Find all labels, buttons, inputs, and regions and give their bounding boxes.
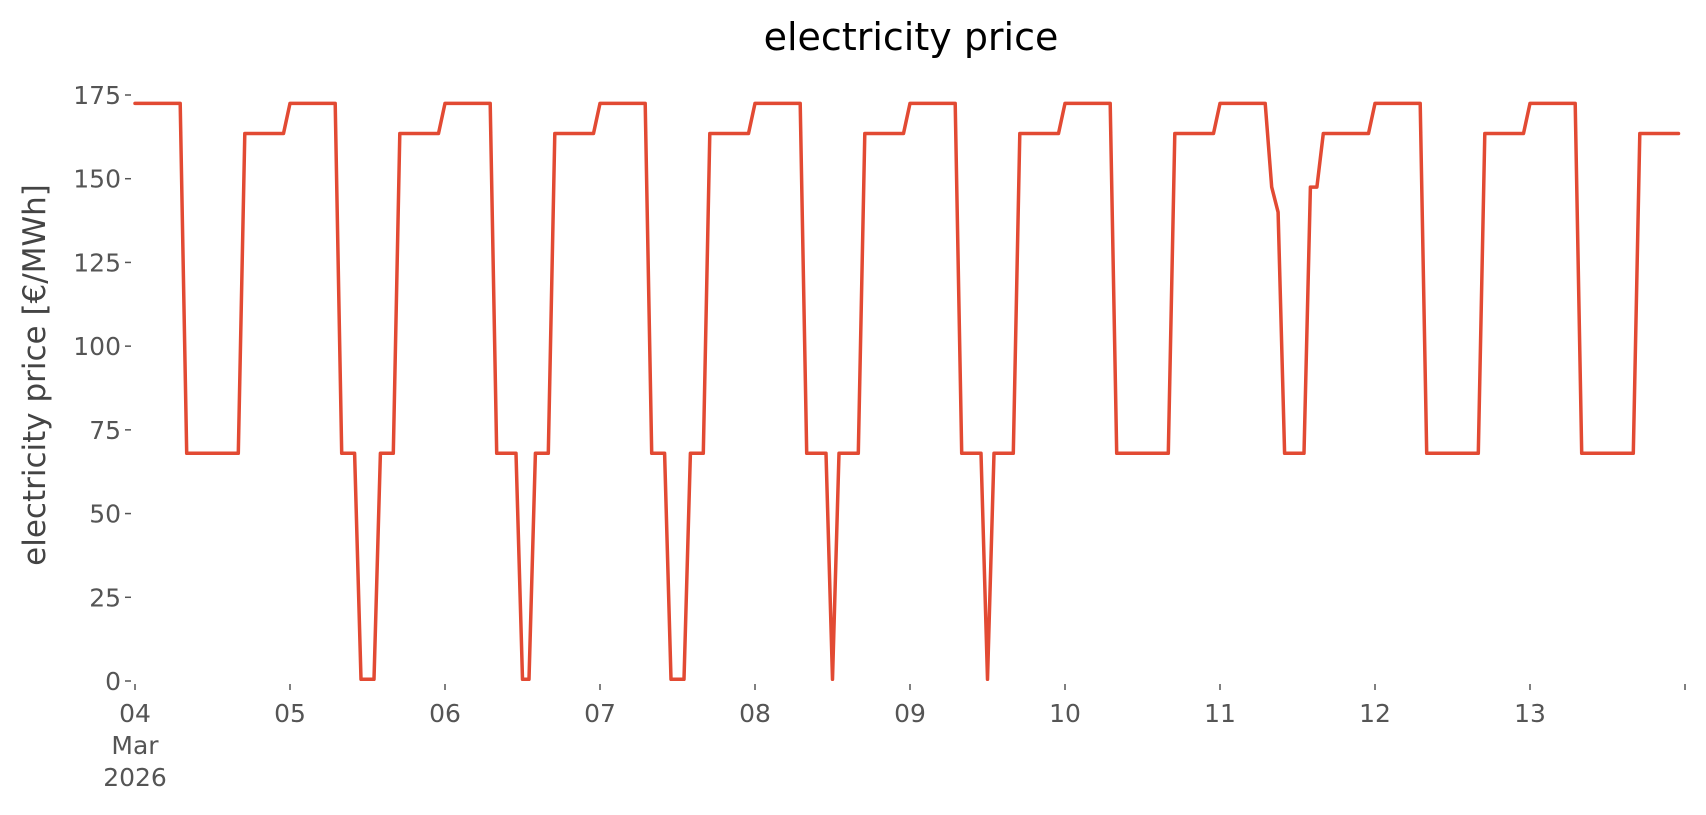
x-axis: 04 Mar 2026 05 06 07 08 09 10 11 12 13	[103, 684, 1686, 792]
x-tick-label: 13	[1514, 699, 1546, 728]
x-tick-label: 04	[119, 699, 151, 728]
x-tick-label: 06	[429, 699, 461, 728]
y-tick-label: 150	[73, 165, 121, 194]
y-axis: 0 25 50 75 100 125 150 175	[73, 81, 131, 696]
x-tick-label: 10	[1049, 699, 1081, 728]
x-tick-label: 07	[584, 699, 616, 728]
chart-title: electricity price	[764, 15, 1059, 59]
x-tick-label: 08	[739, 699, 771, 728]
series-line	[133, 101, 1681, 682]
x-tick-label: Mar	[111, 731, 159, 760]
y-axis-label: electricity price [€/MWh]	[17, 184, 53, 566]
x-tick-label: 05	[274, 699, 306, 728]
x-tick-label: 12	[1359, 699, 1391, 728]
y-tick-label: 75	[89, 416, 121, 445]
y-tick-label: 125	[73, 248, 121, 277]
plot-area	[133, 101, 1681, 682]
x-tick-label: 09	[894, 699, 926, 728]
y-tick-label: 0	[105, 667, 121, 696]
x-tick-label: 2026	[103, 763, 167, 792]
y-tick-label: 50	[89, 500, 121, 529]
y-tick-label: 175	[73, 81, 121, 110]
y-tick-label: 100	[73, 332, 121, 361]
y-tick-label: 25	[89, 583, 121, 612]
x-tick-label: 11	[1204, 699, 1236, 728]
